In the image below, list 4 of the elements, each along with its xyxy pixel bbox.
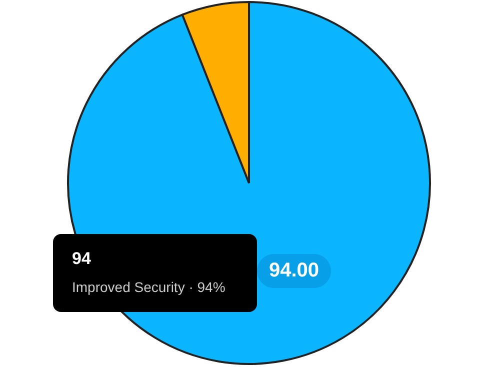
data-label: 94.00 <box>268 260 320 282</box>
text: · 94% <box>188 279 226 295</box>
text: 94 <box>72 248 92 270</box>
slice-label: Improved Security <box>72 279 185 295</box>
